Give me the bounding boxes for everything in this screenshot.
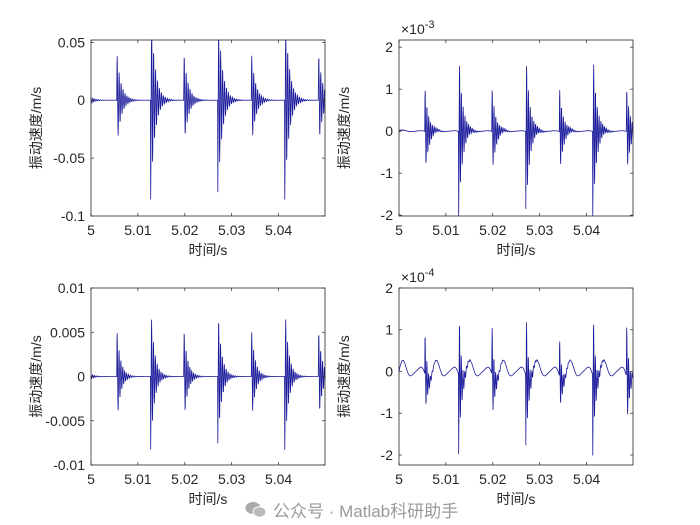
y-tick-label: -0.1 [61,208,85,224]
x-tick-label: 5 [87,222,95,238]
y-axis-label: 振动速度/m/s [28,335,44,417]
y-tick-label: -2 [381,447,394,463]
y-axis-label: 振动速度/m/s [28,87,44,169]
y-tick-label: 0 [385,123,393,139]
y-tick-label: 0.01 [58,280,85,296]
x-tick-label: 5.04 [573,471,600,487]
signal-line [90,319,326,450]
x-tick-label: 5.03 [218,222,245,238]
y-axis-label: 振动速度/m/s [336,87,352,169]
y-tick-label: -0.01 [53,457,85,473]
y-tick-label: 1 [385,81,393,97]
y-tick-label: 2 [385,39,393,55]
x-tick-label: 5.01 [432,471,459,487]
x-tick-label: 5 [87,471,95,487]
x-tick-label: 5.03 [526,471,553,487]
y-tick-label: 1 [385,322,393,338]
x-axis-label: 时间/s [189,491,228,507]
axes-box [398,39,634,217]
y-tick-label: 0 [77,369,85,385]
x-tick-label: 5 [395,471,403,487]
y-tick-label: 0 [77,92,85,108]
y-tick-label: 0.05 [58,34,85,50]
axes-box [90,39,326,217]
x-tick-label: 5.02 [479,222,506,238]
x-tick-label: 5.01 [124,222,151,238]
y-tick-label: -2 [381,207,394,223]
plot-area [399,288,633,465]
y-tick-label: 2 [385,280,393,296]
x-tick-label: 5.01 [432,222,459,238]
x-tick-label: 5.02 [171,222,198,238]
y-axis-label: 振动速度/m/s [336,335,352,417]
y-tick-label: 0.005 [50,324,85,340]
x-axis-label: 时间/s [497,491,536,507]
x-tick-label: 5 [395,222,403,238]
y-tick-label: -1 [381,165,394,181]
wechat-icon [245,501,267,519]
signal-line [398,64,634,217]
x-tick-label: 5.04 [265,471,292,487]
plot-area [91,40,325,216]
subplot-4: 5 5.01 5.02 5.03 5.04 -2 -1 0 1 2 时间/s 振动速度/m/s ×10-… [336,267,634,507]
subplot-3: 5 5.01 5.02 5.03 5.04 -0.01 -0.005 0 0.005 0.01 时间… [28,280,326,507]
x-tick-label: 5.04 [265,222,292,238]
y-tick-label: 0 [385,363,393,379]
watermark-text: 公众号 · Matlab科研助手 [273,502,459,521]
axes-box [398,287,634,466]
y-tick-label: -0.05 [53,150,85,166]
y-tick-label: -1 [381,405,394,421]
x-tick-label: 5.04 [573,222,600,238]
y-exponent-label: ×10-4 [401,267,435,285]
subplot-2: 5 5.01 5.02 5.03 5.04 -2 -1 0 1 2 时间/s 振动速度/m/s ×10-… [336,19,634,258]
x-tick-label: 5.03 [218,471,245,487]
y-exponent-label: ×10-3 [401,19,435,37]
x-axis-label: 时间/s [497,242,536,258]
y-tick-label: -0.005 [45,413,85,429]
signal-line [398,322,634,456]
x-axis-label: 时间/s [189,242,228,258]
watermark: 公众号 · Matlab科研助手 [245,497,458,522]
subplot-1: 5 5.01 5.02 5.03 5.04 -0.1 -0.05 0 0.05 时间/s 振动速度/… [28,34,326,258]
x-tick-label: 5.03 [526,222,553,238]
signal-line [90,39,326,200]
x-tick-label: 5.01 [124,471,151,487]
x-tick-label: 5.02 [171,471,198,487]
x-tick-label: 5.02 [479,471,506,487]
